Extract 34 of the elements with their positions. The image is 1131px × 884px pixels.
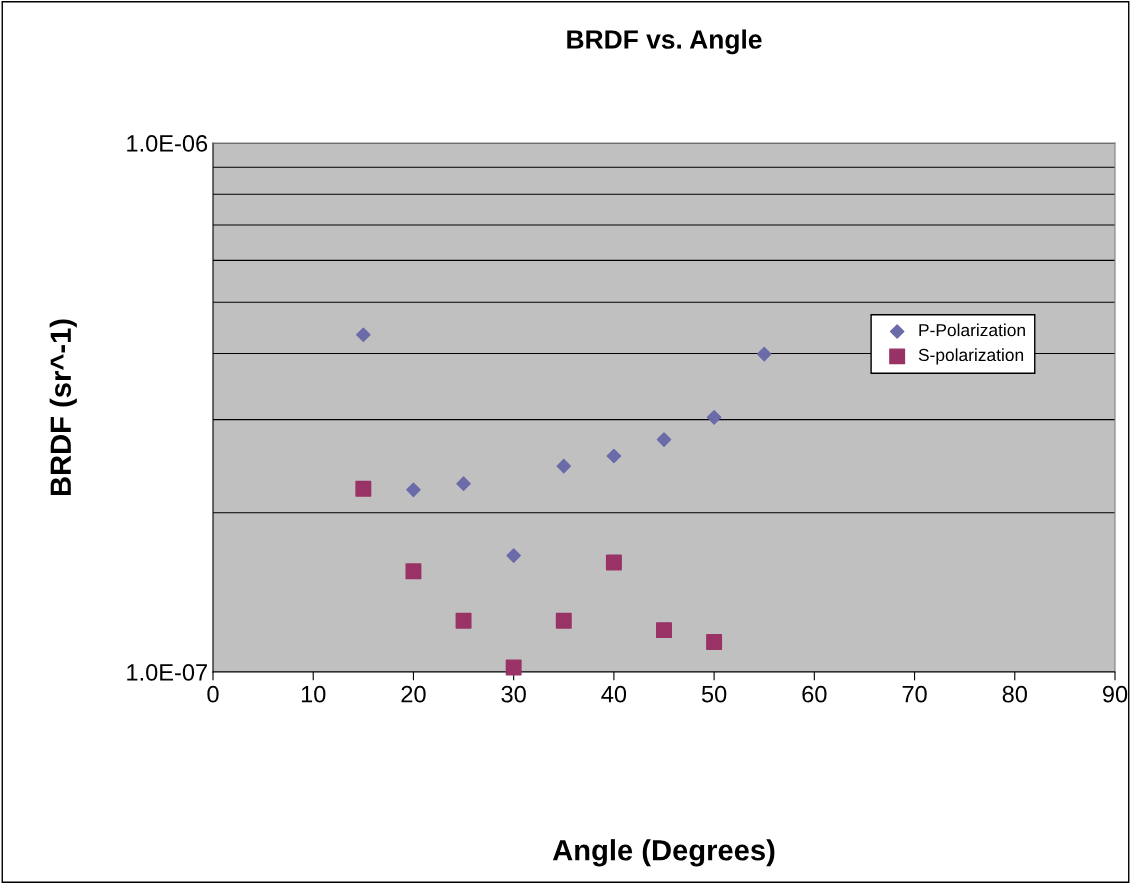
- point: [555, 612, 572, 629]
- x-tick-label: 90: [1102, 685, 1128, 703]
- x-tick-label: 60: [802, 685, 827, 703]
- point: [656, 432, 672, 447]
- x-axis-title: Angle (Degrees): [552, 839, 775, 867]
- y-axis-title: BRDF (sr^-1): [49, 319, 77, 496]
- point: [506, 548, 521, 563]
- point: [356, 327, 371, 343]
- x-tick-label: 30: [501, 685, 526, 703]
- point: [405, 563, 422, 580]
- point: [706, 410, 722, 425]
- point: [406, 482, 421, 498]
- x-tick-label: 80: [1002, 685, 1027, 703]
- point: [756, 346, 772, 362]
- x-tick-label: 10: [301, 685, 326, 703]
- point: [605, 554, 622, 571]
- legend-label: S-polarization: [918, 348, 1024, 365]
- y-tick-label: 1.0E-07: [127, 664, 207, 681]
- x-tick-label: 40: [601, 685, 627, 703]
- point: [355, 480, 372, 497]
- point: [505, 659, 522, 676]
- point: [556, 458, 572, 474]
- legend-label: P-Polarization: [919, 323, 1025, 337]
- point: [455, 612, 472, 629]
- point: [706, 633, 723, 650]
- chart-title: BRDF vs. Angle: [567, 29, 762, 55]
- point: [456, 476, 471, 491]
- y-tick-label: 1.0E-06: [127, 135, 208, 152]
- x-tick-label: 20: [401, 685, 426, 703]
- x-tick-label: 50: [701, 685, 727, 703]
- point: [656, 622, 672, 639]
- point: [606, 448, 622, 464]
- x-tick-label: 70: [902, 685, 927, 703]
- x-tick-label: 0: [207, 685, 219, 703]
